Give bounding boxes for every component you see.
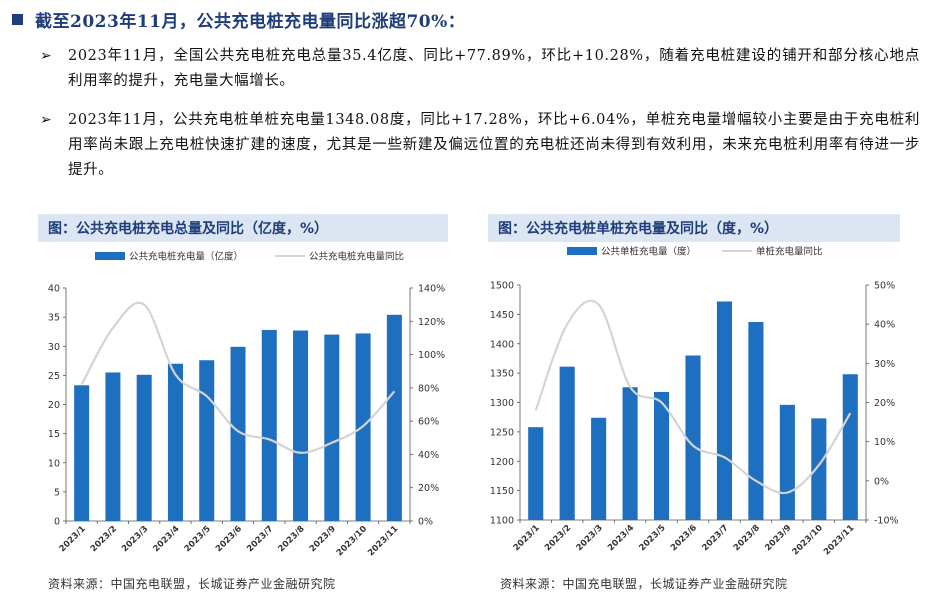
y-tick-label: 0 bbox=[54, 517, 60, 528]
y2-tick-label: -10% bbox=[874, 516, 899, 527]
x-tick-label: 2023/9 bbox=[308, 524, 338, 554]
x-tick-label: 2023/7 bbox=[245, 524, 275, 554]
y-tick-label: 30 bbox=[48, 342, 60, 353]
x-tick-label: 2023/2 bbox=[89, 524, 119, 554]
heading-text: 截至2023年11月，公共充电桩充电量同比涨超70%： bbox=[35, 11, 466, 32]
legend-bar-label: 公共充电桩充电量（亿度） bbox=[129, 251, 243, 263]
chart2-source: 资料来源：中国充电联盟，长城证券产业金融研究院 bbox=[500, 577, 788, 591]
y2-tick-label: 10% bbox=[874, 437, 895, 448]
bullet-text-2: 2023年11月，公共充电桩单桩充电量1348.08度，同比+17.28%，环比… bbox=[68, 112, 920, 178]
y-tick-label: 15 bbox=[48, 429, 60, 440]
y2-tick-label: 30% bbox=[874, 359, 895, 370]
bar bbox=[716, 301, 733, 520]
x-tick-label: 2023/7 bbox=[700, 523, 730, 553]
y-tick-label: 1200 bbox=[490, 457, 514, 468]
bar bbox=[653, 391, 670, 520]
bar bbox=[261, 329, 277, 521]
x-tick-label: 2023/5 bbox=[183, 524, 213, 554]
x-tick-label: 2023/9 bbox=[763, 523, 793, 553]
chart2-title: 图：公共充电桩单桩充电量及同比（度，%） bbox=[488, 214, 900, 242]
legend-line-label: 公共充电桩充电量同比 bbox=[309, 251, 404, 263]
y-tick-label: 20 bbox=[48, 400, 60, 411]
legend-bar-swatch bbox=[95, 252, 125, 260]
bar bbox=[167, 363, 183, 521]
section-heading: 截至2023年11月，公共充电桩充电量同比涨超70%： bbox=[12, 6, 465, 32]
yoy-line bbox=[534, 299, 852, 495]
bar bbox=[685, 355, 701, 520]
x-tick-label: 2023/3 bbox=[120, 524, 150, 554]
chart1-source: 资料来源：中国充电联盟，长城证券产业金融研究院 bbox=[48, 577, 336, 591]
x-tick-label: 2023/1 bbox=[512, 523, 542, 553]
legend-line-label: 单桩充电量同比 bbox=[756, 246, 823, 258]
arrow-bullet-icon: ➢ bbox=[40, 48, 52, 64]
y-tick-label: 35 bbox=[48, 313, 60, 324]
y2-tick-label: 50% bbox=[874, 281, 895, 292]
x-tick-label: 2023/8 bbox=[732, 523, 762, 553]
bar bbox=[591, 417, 607, 520]
bar bbox=[811, 418, 827, 520]
bar bbox=[528, 427, 544, 520]
bar bbox=[230, 346, 246, 521]
y2-tick-label: 80% bbox=[418, 383, 439, 394]
y-tick-label: 40 bbox=[48, 284, 60, 295]
x-tick-label: 2023/1 bbox=[58, 524, 88, 554]
x-tick-label: 2023/6 bbox=[669, 523, 699, 553]
bar bbox=[74, 385, 90, 521]
y2-tick-label: 40% bbox=[874, 320, 895, 331]
y-tick-label: 1400 bbox=[490, 339, 514, 350]
x-tick-label: 2023/4 bbox=[606, 523, 636, 553]
y-tick-label: 25 bbox=[48, 371, 60, 382]
x-tick-label: 2023/3 bbox=[575, 523, 605, 553]
bullet-text-1: 2023年11月，全国公共充电桩充电总量35.4亿度、同比+77.89%，环比+… bbox=[68, 48, 920, 89]
heading-square-icon bbox=[12, 13, 23, 25]
y2-tick-label: 20% bbox=[418, 483, 439, 494]
y2-tick-label: 60% bbox=[418, 417, 439, 428]
x-tick-label: 2023/8 bbox=[276, 524, 306, 554]
y-tick-label: 1300 bbox=[490, 398, 514, 409]
bar bbox=[559, 366, 575, 520]
bar bbox=[842, 374, 858, 520]
bullet-paragraph-1: ➢ 2023年11月，全国公共充电桩充电总量35.4亿度、同比+77.89%，环… bbox=[40, 44, 920, 94]
y-tick-label: 1100 bbox=[490, 516, 514, 527]
y2-tick-label: 0% bbox=[874, 476, 889, 487]
bar bbox=[293, 330, 309, 521]
bullet-paragraph-2: ➢ 2023年11月，公共充电桩单桩充电量1348.08度，同比+17.28%，… bbox=[40, 108, 920, 183]
y-tick-label: 1250 bbox=[490, 427, 514, 438]
y-tick-label: 1150 bbox=[490, 486, 514, 497]
arrow-bullet-icon: ➢ bbox=[40, 112, 52, 128]
legend-bar-swatch bbox=[567, 247, 597, 255]
y2-tick-label: 140% bbox=[418, 284, 445, 295]
y-tick-label: 1450 bbox=[490, 310, 514, 321]
bar bbox=[105, 372, 121, 521]
y2-tick-label: 120% bbox=[418, 317, 445, 328]
bar bbox=[136, 374, 152, 521]
y2-tick-label: 20% bbox=[874, 398, 895, 409]
x-tick-label: 2023/10 bbox=[335, 524, 369, 558]
x-tick-label: 2023/6 bbox=[214, 524, 244, 554]
x-tick-label: 2023/11 bbox=[366, 524, 400, 558]
chart1-title: 图：公共充电桩充电总量及同比（亿度，%） bbox=[38, 214, 448, 242]
x-tick-label: 2023/10 bbox=[791, 523, 825, 557]
bar bbox=[199, 360, 215, 521]
y2-tick-label: 0% bbox=[418, 517, 433, 528]
y2-tick-label: 40% bbox=[418, 450, 439, 461]
bar bbox=[324, 334, 340, 521]
y2-tick-label: 100% bbox=[418, 350, 445, 361]
x-tick-label: 2023/11 bbox=[822, 523, 856, 557]
y-tick-label: 10 bbox=[48, 458, 60, 469]
y-tick-label: 1350 bbox=[490, 369, 514, 380]
x-tick-label: 2023/5 bbox=[637, 523, 667, 553]
y-tick-label: 1500 bbox=[490, 281, 514, 292]
bar bbox=[386, 314, 402, 521]
bar bbox=[748, 322, 764, 520]
legend-bar-label: 公共单桩充电量（度） bbox=[601, 246, 696, 258]
y-tick-label: 5 bbox=[54, 487, 60, 498]
bar bbox=[622, 387, 638, 520]
bar bbox=[779, 404, 795, 520]
x-tick-label: 2023/4 bbox=[151, 524, 181, 554]
x-tick-label: 2023/2 bbox=[543, 523, 573, 553]
